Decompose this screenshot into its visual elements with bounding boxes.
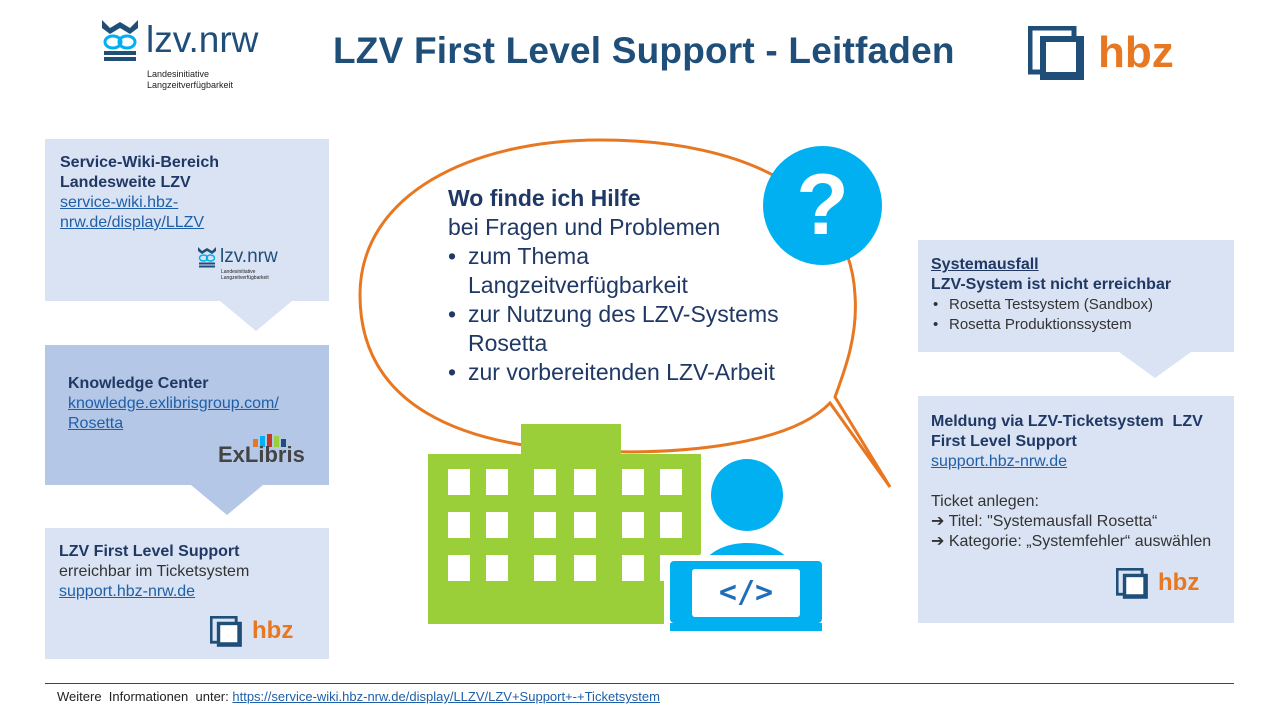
exlibris-logo: ExLibris <box>217 433 307 467</box>
code-symbol: </> <box>718 575 774 610</box>
ticket-create: Ticket anlegen: <box>931 493 1039 510</box>
bubble-item: zur vorbereitenden LZV-Arbeit <box>448 358 828 387</box>
footer-divider <box>45 683 1234 684</box>
wiki-link[interactable]: service-wiki.hbz-nrw.de/display/LLZV <box>60 194 205 231</box>
ticket-hbz-logo: hbz <box>1116 568 1216 600</box>
bubble-text: Wo finde ich Hilfe bei Fragen und Proble… <box>448 184 828 387</box>
ticket-step1: ➔ Titel: "Systemausfall Rosetta“ <box>931 513 1158 530</box>
ticket-box: Meldung via LZV-Ticketsystem LZV First L… <box>918 396 1234 623</box>
page-title: LZV First Level Support - Leitfaden <box>333 30 955 71</box>
ticket-heading1: Meldung via LZV-Ticketsystem LZV <box>931 413 1203 430</box>
footer: Weitere Informationen unter: https://ser… <box>57 689 660 704</box>
hbz-small-logo-icon <box>210 616 242 647</box>
support-hbz-logo: hbz <box>210 616 310 648</box>
down-arrow-2 <box>191 485 263 515</box>
wiki-lzv-logo: lzv.nrw Landesinitiative Langzeitverfügb… <box>197 243 307 287</box>
down-arrow-1 <box>220 301 292 331</box>
footer-label: Weitere Informationen unter: <box>57 689 233 704</box>
wiki-heading1: Service-Wiki-Bereich <box>60 154 220 171</box>
hbz-logo-text: hbz <box>1098 28 1174 77</box>
footer-link[interactable]: https://service-wiki.hbz-nrw.de/display/… <box>232 689 660 704</box>
wiki-lzv-logo-sub1: Landesinitiative <box>221 269 256 275</box>
knowledge-link[interactable]: knowledge.exlibrisgroup.com/Rosetta <box>68 395 279 432</box>
exlibris-logo-icon <box>253 434 286 447</box>
outage-subtitle: LZV-System ist nicht erreichbar <box>931 276 1172 293</box>
outage-title: Systemausfall <box>931 256 1039 273</box>
support-link[interactable]: support.hbz-nrw.de <box>59 583 196 600</box>
lzv-logo-name: lzv.nrw <box>146 19 259 60</box>
outage-box: Systemausfall LZV-System ist nicht errei… <box>918 240 1234 352</box>
question-mark-icon: ? <box>796 157 849 253</box>
ticket-heading2: First Level Support <box>931 433 1077 450</box>
lzv-logo-sub1: Landesinitiative <box>147 69 210 79</box>
support-hbz-logo-text: hbz <box>252 617 294 644</box>
lzv-logo-sub2: Langzeitverfügbarkeit <box>147 80 234 90</box>
support-heading: LZV First Level Support <box>59 543 240 560</box>
wiki-lzv-logo-name: lzv.nrw <box>220 246 278 267</box>
lzv-logo-icon <box>102 20 138 61</box>
wiki-box: Service-Wiki-Bereich Landesweite LZV ser… <box>45 139 329 301</box>
person-laptop-icon <box>664 455 828 631</box>
ticket-hbz-logo-text: hbz <box>1158 569 1200 596</box>
outage-item: Rosetta Testsystem (Sandbox) <box>933 295 1234 315</box>
support-line: erreichbar im Ticketsystem <box>59 563 250 580</box>
ticket-link[interactable]: support.hbz-nrw.de <box>931 453 1068 470</box>
bubble-intro: bei Fragen und Problemen <box>448 214 721 240</box>
lzv-small-logo-icon <box>198 247 216 268</box>
down-arrow-3 <box>1119 352 1191 378</box>
knowledge-heading: Knowledge Center <box>68 375 209 392</box>
outage-item: Rosetta Produktionssystem <box>933 315 1234 335</box>
knowledge-box: Knowledge Center knowledge.exlibrisgroup… <box>45 345 329 485</box>
ticket-step2: ➔ Kategorie: „Systemfehler“ auswählen <box>931 533 1212 550</box>
exlibris-logo-text: ExLibris <box>218 442 305 467</box>
support-box: LZV First Level Support erreichbar im Ti… <box>45 528 329 659</box>
hbz-logo-icon <box>1028 26 1084 80</box>
bubble-question: Wo finde ich Hilfe <box>448 185 641 211</box>
lzv-logo: lzv.nrw Landesinitiative Langzeitverfügb… <box>100 14 280 92</box>
wiki-lzv-logo-sub2: Langzeitverfügbarkeit <box>221 275 269 281</box>
outage-list: Rosetta Testsystem (Sandbox) Rosetta Pro… <box>931 295 1234 335</box>
hbz-ticket-logo-icon <box>1116 568 1148 599</box>
hbz-logo: hbz <box>1028 26 1183 82</box>
wiki-heading2: Landesweite LZV <box>60 174 191 191</box>
